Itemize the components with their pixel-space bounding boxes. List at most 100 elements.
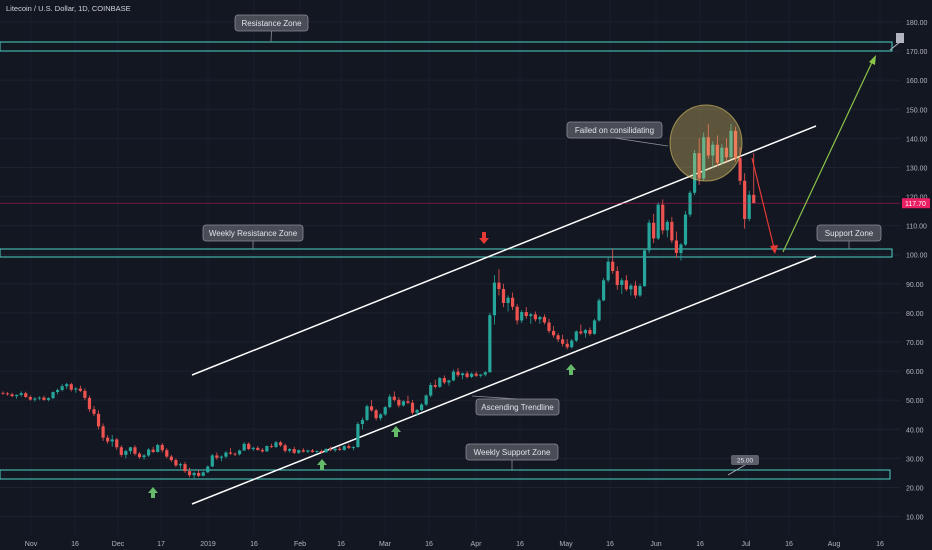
x-tick-label: Jul [742,541,751,548]
candle-body [606,261,610,281]
y-axis: 180.00 170.00 160.00 150.00 140.00 130.00 120.… [902,20,930,522]
candle-body [592,320,597,334]
price-tag-pointer [727,464,746,476]
candle-body [133,447,137,454]
candle-body [743,180,747,219]
y-tick-label: 90.00 [906,282,924,289]
candle-body [228,452,233,454]
candle-body [456,371,460,376]
candle-body [529,314,533,317]
candle-body [388,396,392,408]
candle-body [283,445,287,451]
candle-body [747,194,751,219]
callout-pointer [270,30,272,43]
projection-down-line [751,157,776,253]
candle-body [329,449,333,451]
candle-body [165,450,169,457]
candle-body [124,451,128,455]
callout-text: Resistance Zone [241,19,302,28]
candle-body [551,330,556,336]
candle-body [247,443,251,450]
candle-body [711,144,715,156]
candle-body [342,446,346,450]
candle-body [110,439,114,442]
candle-body [693,153,697,193]
candle-body [752,194,756,204]
candle-body [570,340,574,348]
candle-body [420,404,424,411]
candle-body [733,130,738,159]
projection-up-arrowhead [869,55,876,65]
candle-body [415,410,419,413]
candle-body [479,374,483,376]
x-tick-label: 16 [876,541,884,548]
candle-body [492,282,496,316]
candle-body [611,261,615,272]
candle-body [652,222,656,239]
candle-body [19,393,23,395]
candle-body [101,426,105,438]
projection-up-line [782,57,875,253]
candle-body [74,388,78,390]
callout-pointer [471,395,518,400]
candle-body [715,144,719,163]
y-tick-label: 150.00 [906,107,928,114]
x-tick-label: 16 [337,541,345,548]
candle-body [156,444,160,452]
candle-body [269,446,274,448]
candle-body [178,464,183,466]
candle-body [433,385,437,387]
candle-body [260,449,264,452]
candle-body [670,221,674,241]
candle-body [351,447,355,448]
candle-body [169,456,173,461]
candle-body [520,312,524,321]
up-arrow-marker [317,459,327,470]
candle-body [333,448,337,451]
callout-text: Ascending Trendline [481,403,554,412]
candle-body [483,372,487,375]
candle-body [197,472,201,476]
y-tick-label: 80.00 [906,311,924,318]
annotation-labels: Resistance Zone Weekly Resistance Zone Sup… [202,14,882,476]
candle-body [574,331,578,341]
candle-body [33,398,37,400]
candle-body [561,339,565,344]
candle-body [470,373,474,377]
candle-body [474,373,478,376]
channel-layer [191,125,817,505]
y-tick-label: 120.00 [906,195,928,202]
y-tick-label: 40.00 [906,427,924,434]
candle-body [501,289,506,304]
candle-body [192,472,196,476]
candle-body [215,455,219,458]
candles-layer [1,123,756,479]
candle-body [706,137,710,156]
x-tick-label: 16 [425,541,433,548]
callout-text: Weekly Support Zone [474,448,551,457]
ascending-trendline [191,255,817,505]
candle-body [201,472,205,476]
candle-body [46,398,51,400]
candle-body [620,280,624,285]
candle-body [665,221,669,231]
y-tick-label: 10.00 [906,515,924,522]
candle-body [442,378,446,383]
y-tick-label: 20.00 [906,485,924,492]
candle-body [42,397,46,400]
candle-body [15,394,19,397]
candle-body [174,460,178,466]
candle-body [424,395,428,405]
candle-body [78,388,82,391]
candle-body [429,385,433,396]
x-tick-label: 16 [696,541,704,548]
candle-body [310,450,314,452]
x-tick-label: Nov [25,541,38,548]
x-tick-label: Aug [828,541,841,548]
candle-body [538,316,542,320]
candle-body [5,393,10,395]
channel-upper-line [191,125,817,376]
candle-body [661,204,665,231]
